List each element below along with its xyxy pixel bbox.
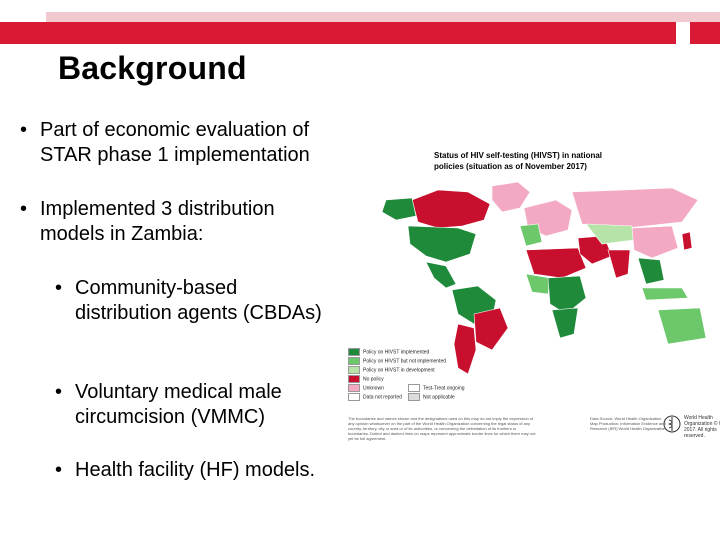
indonesia-shape: [641, 287, 689, 301]
greenland-shape: [491, 181, 531, 213]
legend-item: Policy on HIVST but not implemented: [348, 357, 446, 365]
japan-shape: [681, 231, 693, 251]
hivst-policy-map: Status of HIV self-testing (HIVST) in na…: [342, 138, 720, 448]
legend-item: No policy: [348, 375, 384, 383]
west-africa-shape: [525, 273, 551, 295]
legend-label: Not applicable: [423, 394, 455, 401]
legend-swatch: [348, 393, 360, 401]
bullet-item: • Implemented 3 distribution models in Z…: [20, 197, 340, 247]
north-africa-shape: [525, 247, 587, 279]
bullet-text: Implemented 3 distribution models in Zam…: [40, 198, 275, 245]
header-red-bar-end: [690, 22, 720, 44]
bullet-dot: •: [55, 381, 63, 403]
bullet-dot: •: [55, 459, 63, 481]
legend-item: Not applicable: [408, 393, 455, 401]
legend-swatch: [348, 384, 360, 392]
legend-swatch: [348, 375, 360, 383]
legend-item: Policy on HIVST in development: [348, 366, 435, 374]
map-title: Status of HIV self-testing (HIVST) in na…: [434, 151, 603, 171]
legend-label: No policy: [363, 376, 384, 383]
bullet-dot: •: [55, 277, 63, 299]
central-africa-shape: [547, 275, 587, 315]
bullet-dot: •: [20, 119, 28, 141]
legend-label: Data not reported: [363, 394, 402, 401]
map-disclaimer: The boundaries and names shown and the d…: [348, 416, 536, 441]
southeast-asia-shape: [637, 257, 665, 285]
bullet-text: Voluntary medical male circumcision (VMM…: [75, 381, 282, 428]
legend-label: Policy on HIVST in development: [363, 367, 435, 374]
brazil-shape: [473, 307, 509, 351]
india-shape: [607, 249, 631, 279]
header-red-bar: [0, 22, 676, 44]
header-pink-band: [46, 12, 720, 22]
legend-label: Unknown: [363, 385, 384, 392]
central-america-shape: [425, 261, 457, 289]
alaska-shape: [381, 197, 417, 221]
legend-item: Policy on HIVST implemented: [348, 348, 429, 356]
sub-bullet-item: • Health facility (HF) models.: [55, 458, 365, 483]
legend-swatch: [408, 393, 420, 401]
map-source: Data Source: World Health Organization M…: [590, 416, 666, 431]
legend-label: Policy on HIVST but not implemented: [363, 358, 447, 365]
europe-west-shape: [519, 223, 543, 247]
legend-item: Unknown: [348, 384, 384, 392]
legend-item: Test-Treat ongoing: [408, 384, 465, 392]
legend-swatch: [348, 366, 360, 374]
bullet-text: Community-based distribution agents (CBD…: [75, 277, 322, 324]
legend-swatch: [408, 384, 420, 392]
bullet-text: Part of economic evaluation of STAR phas…: [40, 119, 310, 166]
legend-item: Data not reported: [348, 393, 402, 401]
legend-swatch: [348, 348, 360, 356]
sub-bullet-item: • Voluntary medical male circumcision (V…: [55, 380, 335, 430]
legend-swatch: [348, 357, 360, 365]
who-logo-text: World Health Organization © WHO 2017. Al…: [684, 415, 720, 439]
bullet-item: • Part of economic evaluation of STAR ph…: [20, 118, 350, 168]
canada-shape: [411, 189, 491, 229]
russia-shape: [571, 187, 699, 229]
who-emblem-icon: [663, 415, 681, 433]
sub-bullet-item: • Community-based distribution agents (C…: [55, 276, 335, 326]
usa-shape: [407, 225, 477, 263]
southern-africa-shape: [551, 307, 579, 339]
bullet-text: Health facility (HF) models.: [75, 459, 316, 481]
bullet-dot: •: [20, 198, 28, 220]
south-cone-shape: [453, 323, 477, 375]
legend-label: Test-Treat ongoing: [423, 385, 465, 392]
slide-title: Background: [58, 50, 247, 86]
china-shape: [631, 225, 679, 259]
australia-shape: [657, 307, 707, 345]
legend-label: Policy on HIVST implemented: [363, 349, 430, 356]
world-map-image: [342, 178, 720, 375]
